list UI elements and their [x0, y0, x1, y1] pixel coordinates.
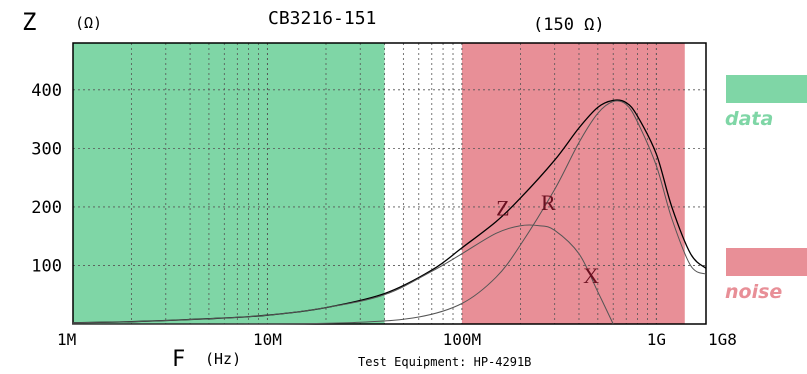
x-tick-label: 1G8	[708, 330, 737, 349]
y-axis-letter: Z	[22, 8, 36, 36]
series-curves	[72, 99, 707, 325]
chart-title: CB3216-151	[268, 8, 376, 29]
x-axis-unit: (Hz)	[205, 350, 241, 368]
x-tick-label: 1G	[647, 330, 666, 349]
region-legend: data noise	[725, 75, 807, 303]
grid-lines	[73, 43, 706, 324]
x-tick-label: 100M	[443, 330, 482, 349]
series-x-label: X	[583, 263, 599, 288]
test-equipment-note: Test Equipment: HP-4291B	[358, 355, 531, 369]
legend-data-label: data	[725, 108, 773, 130]
series-x-curve	[72, 224, 614, 325]
y-tick-label: 200	[31, 198, 62, 218]
x-tick-label: 1M	[57, 330, 76, 349]
y-tick-labels: 100 200 300 400	[31, 81, 62, 277]
series-r-label: R	[541, 190, 556, 215]
legend-noise-swatch	[726, 248, 807, 276]
y-tick-label: 100	[31, 256, 62, 276]
plot-frame	[72, 42, 707, 325]
legend-data-swatch	[726, 75, 807, 103]
series-z-label: Z	[496, 196, 509, 221]
x-axis-letter: F	[172, 347, 185, 372]
x-tick-labels: 1M 10M 100M 1G 1G8	[57, 330, 737, 349]
series-r-curve	[72, 100, 707, 325]
region-data	[73, 43, 385, 324]
y-tick-label: 400	[31, 81, 62, 101]
y-tick-label: 300	[31, 139, 62, 159]
legend-noise-label: noise	[725, 281, 782, 303]
impedance-note: (150 Ω)	[533, 15, 605, 35]
region-noise	[461, 43, 685, 324]
x-tick-label: 10M	[253, 330, 282, 349]
y-axis-unit: (Ω)	[75, 14, 102, 32]
series-labels: Z R X	[496, 190, 599, 288]
